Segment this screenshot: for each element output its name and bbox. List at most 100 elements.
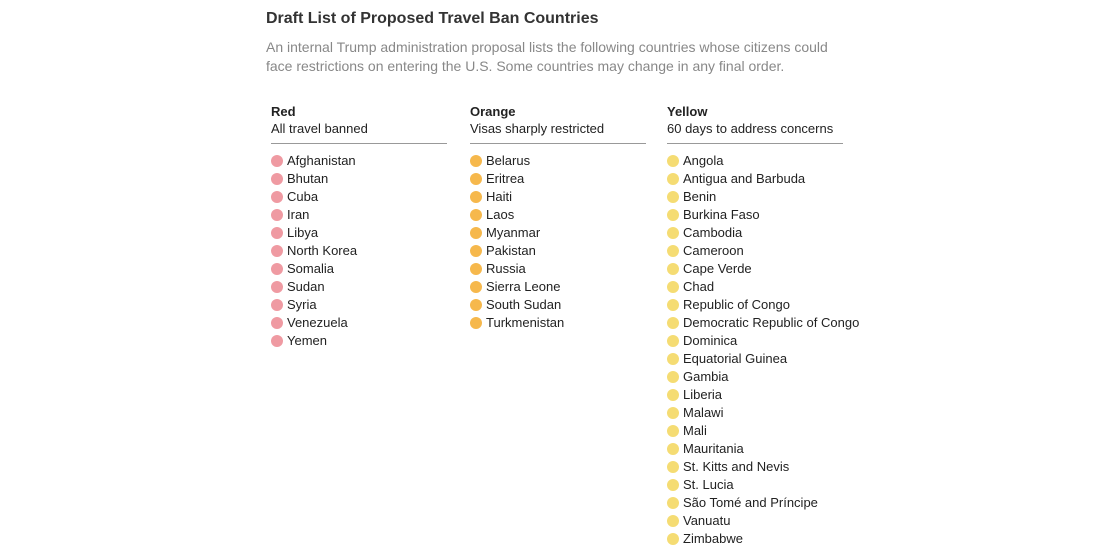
- country-item: Burkina Faso: [667, 206, 843, 224]
- color-dot: [667, 479, 679, 491]
- country-item: Belarus: [470, 152, 646, 170]
- country-item: Venezuela: [271, 314, 447, 332]
- color-dot: [667, 173, 679, 185]
- country-item: Mali: [667, 422, 843, 440]
- country-name: Sudan: [287, 279, 325, 294]
- color-dot: [667, 335, 679, 347]
- column-description: 60 days to address concerns: [667, 120, 843, 144]
- color-dot: [271, 191, 283, 203]
- country-name: North Korea: [287, 243, 358, 258]
- country-name: Angola: [683, 153, 724, 168]
- country-name: Burkina Faso: [683, 207, 760, 222]
- country-name: Dominica: [683, 333, 738, 348]
- country-item: Zimbabwe: [667, 530, 843, 548]
- country-item: Cuba: [271, 188, 447, 206]
- country-item: St. Kitts and Nevis: [667, 458, 843, 476]
- country-name: Venezuela: [287, 315, 348, 330]
- country-name: Chad: [683, 279, 715, 294]
- subtitle: An internal Trump administration proposa…: [266, 39, 828, 74]
- country-list: Afghanistan Bhutan Cuba Iran Libya North Kore…: [271, 152, 447, 350]
- country-item: Haiti: [470, 188, 646, 206]
- country-name: Zimbabwe: [683, 531, 743, 546]
- color-dot: [667, 245, 679, 257]
- country-item: Cameroon: [667, 242, 843, 260]
- country-name: Mali: [683, 423, 707, 438]
- country-item: Benin: [667, 188, 843, 206]
- country-name: Malawi: [683, 405, 724, 420]
- color-dot: [271, 209, 283, 221]
- country-name: Vanuatu: [683, 513, 731, 528]
- column: Orange Visas sharply restricted Belarus Eri…: [470, 103, 646, 332]
- country-name: Pakistan: [486, 243, 536, 258]
- color-dot: [667, 155, 679, 167]
- country-name: Libya: [287, 225, 319, 240]
- country-name: Laos: [486, 207, 515, 222]
- country-name: Republic of Congo: [683, 297, 790, 312]
- country-item: Bhutan: [271, 170, 447, 188]
- country-item: Equatorial Guinea: [667, 350, 843, 368]
- color-dot: [667, 209, 679, 221]
- country-item: St. Lucia: [667, 476, 843, 494]
- color-dot: [271, 227, 283, 239]
- color-dot: [667, 317, 679, 329]
- country-item: Iran: [271, 206, 447, 224]
- color-dot: [667, 497, 679, 509]
- color-dot: [667, 191, 679, 203]
- country-name: Belarus: [486, 153, 531, 168]
- country-name: St. Kitts and Nevis: [683, 459, 790, 474]
- country-item: Vanuatu: [667, 512, 843, 530]
- color-dot: [470, 209, 482, 221]
- color-dot: [271, 281, 283, 293]
- color-dot: [271, 299, 283, 311]
- color-dot: [667, 263, 679, 275]
- country-name: Haiti: [486, 189, 513, 204]
- color-dot: [271, 317, 283, 329]
- column: Yellow 60 days to address concerns Angola A…: [667, 103, 859, 548]
- country-item: North Korea: [271, 242, 447, 260]
- country-name: Iran: [287, 207, 310, 222]
- country-name: Bhutan: [287, 171, 329, 186]
- country-item: Sudan: [271, 278, 447, 296]
- country-item: Syria: [271, 296, 447, 314]
- country-name: Liberia: [683, 387, 723, 402]
- column-name: Orange: [470, 104, 516, 119]
- color-dot: [667, 461, 679, 473]
- country-item: Democratic Republic of Congo: [667, 314, 859, 332]
- color-dot: [470, 245, 482, 257]
- country-item: Afghanistan: [271, 152, 447, 170]
- country-name: Democratic Republic of Congo: [683, 315, 860, 330]
- country-name: Gambia: [683, 369, 729, 384]
- country-item: Myanmar: [470, 224, 646, 242]
- color-dot: [470, 281, 482, 293]
- country-item: Libya: [271, 224, 447, 242]
- color-dot: [667, 227, 679, 239]
- country-name: St. Lucia: [683, 477, 734, 492]
- country-item: Sierra Leone: [470, 278, 646, 296]
- country-name: Benin: [683, 189, 717, 204]
- country-item: Gambia: [667, 368, 843, 386]
- color-dot: [667, 425, 679, 437]
- color-dot: [470, 173, 482, 185]
- color-dot: [667, 533, 679, 545]
- country-name: Cape Verde: [683, 261, 752, 276]
- country-name: Myanmar: [486, 225, 541, 240]
- column: Red All travel banned Afghanistan Bhutan Cub…: [271, 103, 447, 350]
- country-name: Mauritania: [683, 441, 744, 456]
- color-dot: [470, 317, 482, 329]
- country-name: Somalia: [287, 261, 334, 276]
- color-dot: [271, 263, 283, 275]
- title: Draft List of Proposed Travel Ban Countr…: [266, 10, 599, 27]
- country-name: Syria: [287, 297, 317, 312]
- country-item: Angola: [667, 152, 843, 170]
- country-name: Afghanistan: [287, 153, 356, 168]
- country-name: South Sudan: [486, 297, 562, 312]
- country-item: Somalia: [271, 260, 447, 278]
- country-item: Yemen: [271, 332, 447, 350]
- color-dot: [667, 353, 679, 365]
- color-dot: [667, 281, 679, 293]
- country-name: Antigua and Barbuda: [683, 171, 806, 186]
- color-dot: [271, 245, 283, 257]
- color-dot: [667, 443, 679, 455]
- country-name: Russia: [486, 261, 526, 276]
